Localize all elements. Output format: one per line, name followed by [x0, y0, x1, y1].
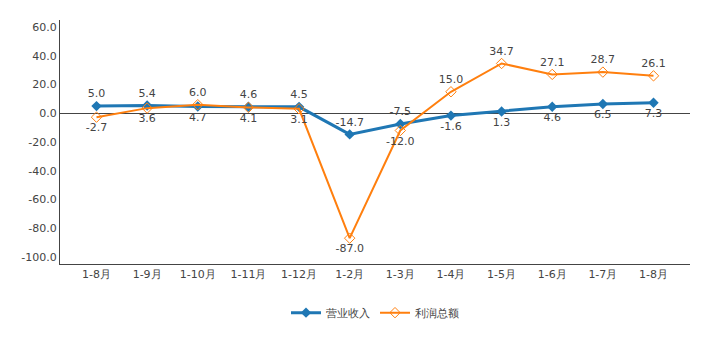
svg-text:5.0: 5.0	[88, 87, 106, 100]
svg-text:-40.0: -40.0	[28, 165, 56, 178]
svg-text:1-11月: 1-11月	[230, 268, 266, 281]
svg-text:-14.7: -14.7	[335, 116, 363, 129]
svg-text:1-3月: 1-3月	[386, 268, 415, 281]
svg-text:-1.6: -1.6	[440, 120, 461, 133]
svg-text:20.0: 20.0	[32, 78, 57, 91]
svg-text:-20.0: -20.0	[28, 136, 56, 149]
svg-text:1-10月: 1-10月	[180, 268, 216, 281]
svg-text:-2.7: -2.7	[86, 121, 107, 134]
svg-text:-87.0: -87.0	[335, 242, 363, 255]
svg-text:28.7: 28.7	[591, 53, 616, 66]
svg-text:15.0: 15.0	[439, 73, 464, 86]
svg-text:6.0: 6.0	[189, 86, 207, 99]
svg-text:4.7: 4.7	[189, 111, 207, 124]
svg-text:-12.0: -12.0	[386, 135, 414, 148]
svg-text:6.5: 6.5	[594, 108, 612, 121]
svg-text:1-2月: 1-2月	[335, 268, 364, 281]
svg-text:-7.5: -7.5	[390, 105, 411, 118]
svg-text:7.3: 7.3	[645, 107, 663, 120]
svg-text:1-5月: 1-5月	[487, 268, 516, 281]
svg-text:3.1: 3.1	[290, 113, 308, 126]
svg-text:27.1: 27.1	[540, 56, 565, 69]
svg-text:1-7月: 1-7月	[588, 268, 617, 281]
svg-text:3.6: 3.6	[138, 112, 156, 125]
svg-text:营业收入: 营业收入	[326, 307, 370, 320]
svg-text:-100.0: -100.0	[21, 251, 56, 264]
svg-text:1.3: 1.3	[493, 116, 511, 129]
svg-text:34.7: 34.7	[489, 45, 513, 58]
svg-text:4.6: 4.6	[543, 111, 561, 124]
svg-text:1-9月: 1-9月	[133, 268, 162, 281]
svg-text:40.0: 40.0	[32, 50, 57, 63]
svg-text:利润总额: 利润总额	[415, 307, 459, 320]
svg-text:1-8月: 1-8月	[639, 268, 668, 281]
svg-text:1-6月: 1-6月	[538, 268, 567, 281]
svg-text:1-8月: 1-8月	[82, 268, 111, 281]
svg-text:4.6: 4.6	[240, 88, 258, 101]
svg-text:1-12月: 1-12月	[281, 268, 317, 281]
svg-text:26.1: 26.1	[641, 57, 666, 70]
svg-text:60.0: 60.0	[32, 21, 57, 34]
svg-text:5.4: 5.4	[138, 87, 156, 100]
svg-text:4.1: 4.1	[240, 112, 258, 125]
svg-text:4.5: 4.5	[290, 88, 308, 101]
svg-text:0.0: 0.0	[39, 107, 57, 120]
svg-text:1-4月: 1-4月	[436, 268, 465, 281]
svg-text:-80.0: -80.0	[28, 222, 56, 235]
svg-text:-60.0: -60.0	[28, 193, 56, 206]
